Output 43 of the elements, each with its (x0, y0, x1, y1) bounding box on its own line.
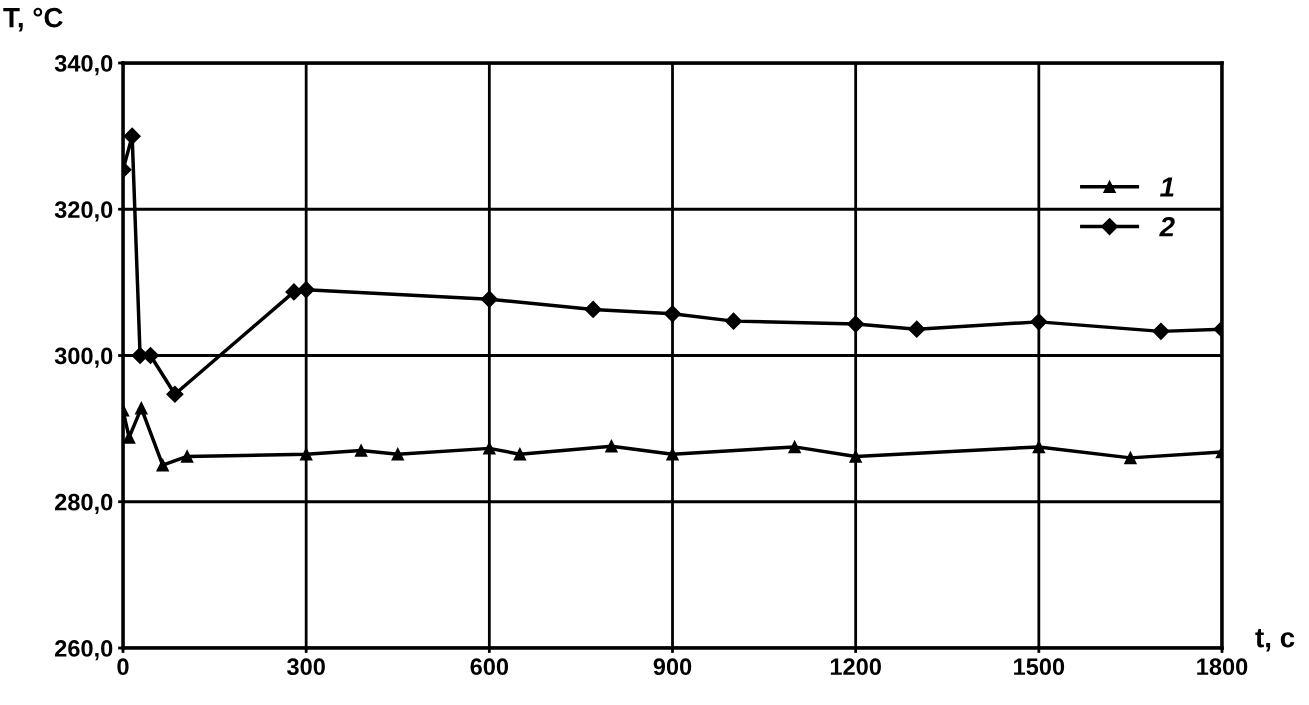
point (354, 444, 368, 457)
y-axis-title: T, °C (3, 7, 63, 32)
point (605, 439, 618, 453)
point (180, 450, 194, 463)
point (483, 442, 496, 455)
point (480, 290, 498, 308)
point (391, 447, 405, 461)
point (849, 450, 862, 463)
x-tick-label: 1800 (1197, 658, 1248, 676)
point (123, 431, 136, 444)
point (584, 300, 602, 318)
point (788, 440, 801, 454)
point (156, 458, 169, 472)
point (725, 312, 743, 330)
point (297, 281, 315, 299)
y-tick-label: 320,0 (54, 201, 113, 222)
point (135, 401, 148, 415)
y-tick-label: 300,0 (54, 347, 113, 368)
x-tick-label: 1200 (830, 658, 881, 676)
point (1032, 440, 1046, 454)
point (1152, 322, 1170, 340)
x-tick-label: 600 (470, 658, 509, 676)
x-axis-title: t, c (1255, 629, 1295, 652)
point (1030, 313, 1048, 331)
point (908, 320, 926, 338)
point (847, 315, 865, 333)
point (663, 305, 682, 323)
x-tick-label: 1500 (1014, 658, 1065, 676)
point (666, 447, 679, 461)
x-tick-label: 0 (117, 658, 129, 676)
point (299, 447, 313, 461)
y-tick-label: 280,0 (55, 493, 113, 514)
point (513, 447, 527, 461)
legend-label: 1 (1160, 177, 1174, 197)
point (1124, 451, 1137, 465)
legend-label: 2 (1159, 216, 1175, 237)
y-tick-label: 340,0 (54, 55, 113, 76)
x-tick-label: 300 (287, 658, 325, 676)
point (285, 283, 303, 301)
point (166, 385, 184, 403)
y-tick-label: 260,0 (55, 640, 113, 661)
x-tick-label: 900 (653, 658, 692, 676)
point (123, 127, 141, 145)
